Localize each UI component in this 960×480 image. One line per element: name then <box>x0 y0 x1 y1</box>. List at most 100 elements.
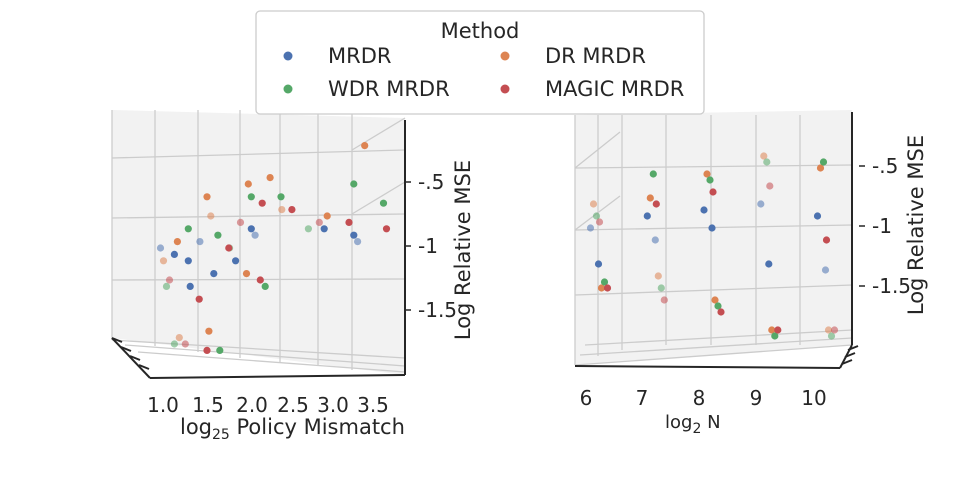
point-mrdr <box>757 200 765 208</box>
right-gridlines <box>574 115 853 366</box>
point-dr-mrdr <box>824 326 833 334</box>
point-magic-mrdr <box>660 296 668 304</box>
point-mrdr <box>651 236 659 244</box>
x-tick-label: 9 <box>750 386 763 410</box>
point-dr-mrdr <box>589 200 598 208</box>
point-dr-mrdr <box>768 326 776 334</box>
point-wdr-mrdr <box>216 346 224 354</box>
point-mrdr <box>320 225 328 233</box>
point-wdr-mrdr <box>304 225 312 233</box>
point-mrdr <box>184 257 192 265</box>
point-wdr-mrdr <box>600 278 609 286</box>
point-mrdr <box>251 231 259 239</box>
point-dr-mrdr <box>207 212 215 220</box>
x-tick-label: 3.5 <box>357 393 389 417</box>
x-tick-label: 1.0 <box>147 393 179 417</box>
right-x-axis-label: log2 N <box>665 412 721 437</box>
point-dr-mrdr <box>266 174 274 182</box>
point-wdr-mrdr <box>592 212 601 220</box>
point-dr-mrdr <box>760 152 768 160</box>
point-mrdr <box>170 250 178 258</box>
point-mrdr <box>354 238 362 246</box>
point-wdr-mrdr <box>261 282 269 290</box>
right-x-axis-line <box>574 365 841 369</box>
point-dr-mrdr <box>173 238 181 246</box>
legend-marker-wdr-mrdr <box>283 84 293 94</box>
point-dr-mrdr <box>646 194 654 202</box>
right-panel: -.5 -1 -1.5 6 7 8 9 10 log2 N Log Relative MSE <box>574 110 928 437</box>
point-magic-mrdr <box>315 218 323 226</box>
legend-label-magic-mrdr: MAGIC MRDR <box>545 77 684 101</box>
legend-label-mrdr: MRDR <box>328 44 391 68</box>
z-tick-label: -1.5 <box>872 274 911 298</box>
right-points <box>586 152 839 340</box>
point-dr-mrdr <box>816 164 825 172</box>
left-points <box>156 142 391 354</box>
point-mrdr <box>232 257 240 265</box>
point-magic-mrdr <box>258 199 266 207</box>
x-tick-label: 2.5 <box>277 393 309 417</box>
left-x-axis-line <box>149 374 406 379</box>
left-depth-axis-line <box>111 337 151 379</box>
left-panel: -.5 -1 -1.5 1.0 1.5 2.0 2.5 3.0 3.5 log25 Policy… <box>111 110 475 443</box>
legend-box <box>255 10 705 115</box>
point-dr-mrdr <box>361 142 369 150</box>
point-magic-mrdr <box>236 218 245 226</box>
legend-marker-magic-mrdr <box>500 84 510 94</box>
x-tick-label: 1.5 <box>192 393 224 417</box>
point-wdr-mrdr <box>170 340 178 348</box>
point-mrdr <box>186 282 194 290</box>
point-magic-mrdr <box>195 295 203 303</box>
point-wdr-mrdr <box>657 284 665 292</box>
x-tick-label: 6 <box>580 386 593 410</box>
point-mrdr <box>821 266 830 274</box>
point-wdr-mrdr <box>162 282 171 290</box>
x-tick-label: 2.0 <box>236 393 268 417</box>
x-tick-label: 10 <box>801 386 826 410</box>
point-wdr-mrdr <box>649 170 657 178</box>
legend-entries: MRDR DR MRDR WDR MRDR MAGIC MRDR <box>283 44 684 101</box>
point-magic-mrdr <box>256 276 264 284</box>
point-magic-mrdr <box>774 326 782 334</box>
point-mrdr <box>594 260 603 268</box>
left-back-pane <box>112 110 405 375</box>
legend-title: Method <box>441 19 520 43</box>
point-dr-mrdr <box>175 334 183 342</box>
right-ticks: -.5 -1 -1.5 6 7 8 9 10 <box>580 154 911 410</box>
point-dr-mrdr <box>654 272 662 280</box>
point-magic-mrdr <box>181 340 189 348</box>
right-depth-ticks <box>841 345 859 365</box>
point-dr-mrdr <box>159 257 168 265</box>
point-mrdr <box>765 260 773 268</box>
point-mrdr <box>813 212 822 220</box>
point-wdr-mrdr <box>763 158 771 166</box>
point-dr-mrdr <box>703 170 711 178</box>
point-mrdr <box>350 231 358 239</box>
point-dr-mrdr <box>242 270 251 278</box>
x-tick-label: 8 <box>693 386 706 410</box>
point-magic-mrdr <box>345 218 353 226</box>
legend-marker-mrdr <box>283 51 293 61</box>
point-mrdr <box>586 224 595 232</box>
point-dr-mrdr <box>205 327 213 335</box>
point-mrdr <box>196 238 204 246</box>
point-dr-mrdr <box>278 206 286 214</box>
z-tick-label: -.5 <box>872 154 898 178</box>
point-wdr-mrdr <box>771 332 779 340</box>
point-magic-mrdr <box>603 284 612 292</box>
point-wdr-mrdr <box>827 332 836 340</box>
x-tick-label: 7 <box>636 386 649 410</box>
point-magic-mrdr <box>595 218 604 226</box>
point-magic-mrdr <box>203 346 211 354</box>
point-magic-mrdr <box>830 326 839 334</box>
point-mrdr <box>700 206 708 214</box>
point-wdr-mrdr <box>379 199 388 207</box>
point-mrdr <box>156 244 165 252</box>
point-wdr-mrdr <box>706 176 714 184</box>
left-x-axis-label: log25 Policy Mismatch <box>180 415 405 443</box>
legend-marker-dr-mrdr <box>500 51 510 61</box>
point-magic-mrdr <box>165 276 174 284</box>
point-dr-mrdr <box>203 193 211 201</box>
point-mrdr <box>708 224 716 232</box>
